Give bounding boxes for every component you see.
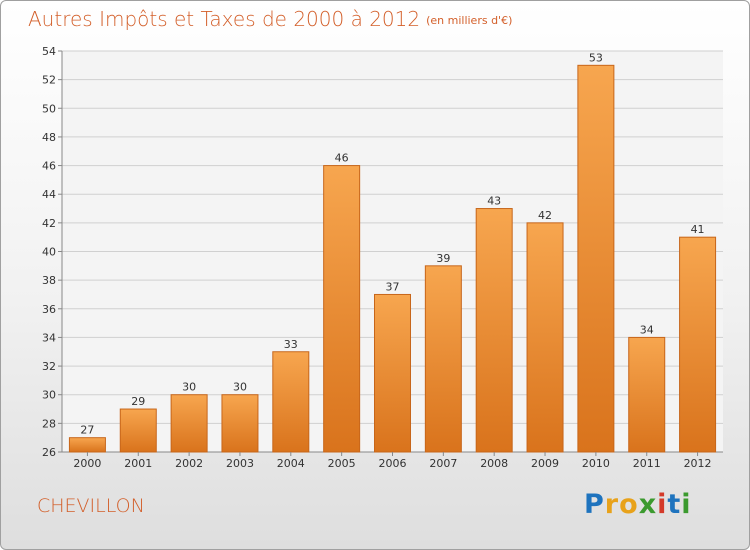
y-tick-label: 34 bbox=[42, 331, 56, 344]
y-tick-label: 52 bbox=[42, 74, 56, 87]
bar-value-label: 27 bbox=[80, 424, 94, 437]
bar bbox=[68, 437, 106, 453]
bar-value-label: 42 bbox=[538, 209, 552, 222]
bar bbox=[475, 208, 513, 453]
y-tick-label: 36 bbox=[42, 303, 56, 316]
x-tick-label: 2008 bbox=[480, 457, 508, 470]
bar-value-label: 37 bbox=[386, 280, 400, 293]
bar-value-label: 30 bbox=[233, 381, 247, 394]
chart-title-unit: (en milliers d'€) bbox=[426, 14, 513, 27]
bar bbox=[221, 394, 259, 453]
y-tick-label: 26 bbox=[42, 446, 56, 459]
bar-value-label: 34 bbox=[640, 323, 654, 336]
bar-value-label: 53 bbox=[589, 51, 603, 64]
bar bbox=[679, 236, 717, 453]
y-tick-label: 30 bbox=[42, 389, 56, 402]
y-tick-label: 44 bbox=[42, 188, 56, 201]
x-tick-label: 2011 bbox=[633, 457, 661, 470]
y-tick-label: 48 bbox=[42, 131, 56, 144]
x-tick-label: 2004 bbox=[277, 457, 305, 470]
x-tick-label: 2005 bbox=[328, 457, 356, 470]
bar bbox=[272, 351, 310, 453]
logo-letter: i bbox=[657, 489, 668, 520]
x-tick-label: 2007 bbox=[429, 457, 457, 470]
bar bbox=[323, 165, 361, 453]
x-tick-label: 2009 bbox=[531, 457, 559, 470]
y-tick-label: 54 bbox=[42, 45, 56, 58]
y-tick-label: 42 bbox=[42, 217, 56, 230]
bar bbox=[170, 394, 208, 453]
bar-value-label: 41 bbox=[691, 223, 705, 236]
bar bbox=[577, 64, 615, 453]
bar bbox=[628, 336, 666, 453]
bar-value-label: 43 bbox=[487, 195, 501, 208]
logo-letter: t bbox=[667, 489, 682, 520]
chart-title: Autres Impôts et Taxes de 2000 à 2012 (en… bbox=[28, 7, 512, 31]
bar-value-label: 39 bbox=[436, 252, 450, 265]
chart-title-main: Autres Impôts et Taxes de 2000 à 2012 bbox=[28, 7, 421, 31]
x-tick-label: 2001 bbox=[124, 457, 152, 470]
bar-value-label: 33 bbox=[284, 338, 298, 351]
bar bbox=[526, 222, 564, 453]
x-tick-label: 2000 bbox=[73, 457, 101, 470]
x-tick-label: 2006 bbox=[379, 457, 407, 470]
y-tick-label: 32 bbox=[42, 360, 56, 373]
y-tick-label: 38 bbox=[42, 274, 56, 287]
bar bbox=[374, 293, 411, 453]
commune-name: CHEVILLON bbox=[37, 495, 145, 517]
logo-letter: P bbox=[584, 489, 605, 520]
y-tick-label: 28 bbox=[42, 417, 56, 430]
logo-letter: x bbox=[638, 489, 658, 520]
x-tick-label: 2010 bbox=[582, 457, 610, 470]
bar bbox=[119, 408, 157, 453]
y-tick-label: 46 bbox=[42, 160, 56, 173]
proxiti-logo: Proxiti bbox=[584, 489, 692, 520]
bar-value-label: 30 bbox=[182, 381, 196, 394]
y-tick-label: 50 bbox=[42, 102, 56, 115]
bar-value-label: 29 bbox=[131, 395, 145, 408]
x-tick-label: 2002 bbox=[175, 457, 203, 470]
bar bbox=[424, 265, 462, 453]
logo-letter: o bbox=[619, 489, 639, 520]
x-tick-label: 2003 bbox=[226, 457, 254, 470]
logo-letter: r bbox=[604, 489, 620, 520]
bar-value-label: 46 bbox=[335, 152, 349, 165]
logo-letter: i bbox=[681, 489, 692, 520]
y-tick-label: 40 bbox=[42, 246, 56, 259]
x-tick-label: 2012 bbox=[684, 457, 712, 470]
